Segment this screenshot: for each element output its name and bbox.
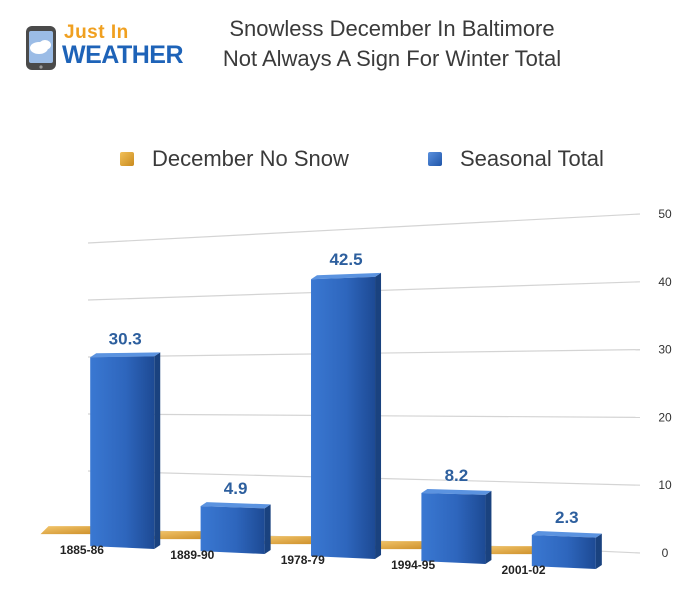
bar-december-no-snow-1994-95 [371,541,435,550]
x-tick-label-1978-79: 1978-79 [281,553,325,567]
y-tick-label-40: 40 [658,275,672,289]
bar-seasonal-total-1994-95 [421,489,492,564]
y-tick-label-30: 30 [658,343,672,357]
bar-december-no-snow-1889-90 [150,531,215,540]
bar-december-no-snow-1885-86 [40,526,104,535]
y-tick-label-20: 20 [658,410,672,424]
x-tick-label-1994-95: 1994-95 [391,558,435,572]
bar-december-no-snow-2001-02 [482,546,546,555]
bar-seasonal-total-2001-02 [531,530,602,569]
bar-seasonal-total-1885-86 [90,352,161,549]
bar-december-no-snow-1978-79 [261,536,325,545]
chart-title-line-2: Not Always A Sign For Winter Total [222,46,562,71]
legend-label-seasonal-total: Seasonal Total [460,146,604,171]
x-tick-label-1889-90: 1889-90 [170,548,214,562]
data-label-2001-02: 2.3 [555,508,579,527]
chart-title-line-1: Snowless December In Baltimore [229,16,555,41]
data-label-1885-86: 30.3 [109,329,142,348]
legend-swatch-seasonal-total [428,152,442,166]
y-tick-label-0: 0 [662,546,669,560]
gridline-50 [87,213,641,244]
phone-icon [26,26,56,70]
bar-seasonal-total-1978-79 [311,272,382,559]
logo-text-just-in: Just In [64,22,129,43]
data-label-1889-90: 4.9 [224,479,248,498]
y-tick-label-10: 10 [658,478,672,492]
bar-seasonal-total-1889-90 [200,502,271,554]
logo-text-weather: WEATHER [62,41,184,69]
data-label-1994-95: 8.2 [445,466,469,485]
legend-swatch-december-no-snow [120,152,134,166]
legend-label-december-no-snow: December No Snow [152,146,349,171]
y-tick-label-50: 50 [658,207,672,221]
just-in-weather-logo: Just In WEATHER [24,18,184,78]
legend-item-seasonal-total: Seasonal Total [428,146,604,172]
legend-item-december-no-snow: December No Snow [120,146,349,172]
x-tick-label-1885-86: 1885-86 [60,543,104,557]
x-tick-label-2001-02: 2001-02 [502,563,546,577]
data-label-1978-79: 42.5 [329,250,362,269]
